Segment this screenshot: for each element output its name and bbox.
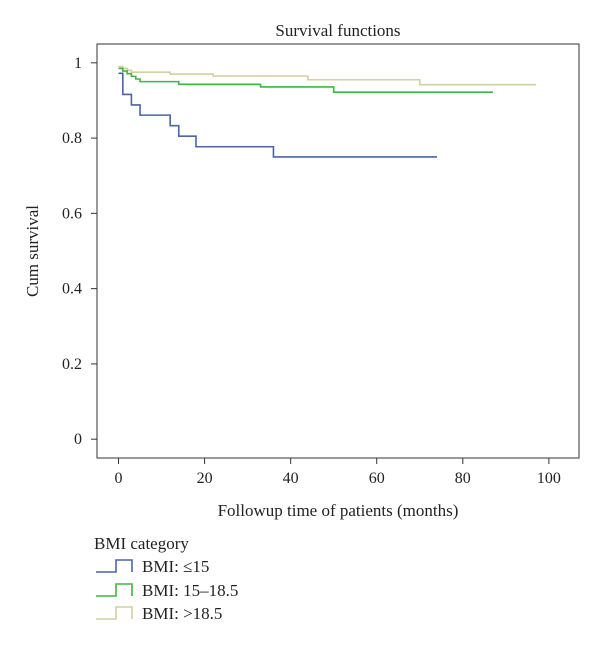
plot-frame — [96, 43, 580, 459]
x-tick-label-40: 40 — [283, 470, 299, 487]
x-tick-label-0: 0 — [115, 470, 123, 487]
x-tick-label-20: 20 — [197, 470, 213, 487]
legend-label-1: BMI: 15–18.5 — [142, 581, 238, 600]
y-tick-label-0.8: 0.8 — [62, 130, 82, 147]
legend-swatch-1 — [96, 583, 133, 597]
y-tick-label-0.6: 0.6 — [62, 205, 82, 222]
y-tick-label-0.2: 0.2 — [62, 356, 82, 373]
legend-title: BMI category — [94, 534, 189, 553]
x-tick-label-60: 60 — [369, 470, 385, 487]
series-line-0 — [118, 72, 437, 158]
x-axis-label: Followup time of patients (months) — [218, 501, 459, 520]
x-tick-label-100: 100 — [537, 470, 561, 487]
series-line-1 — [118, 67, 493, 93]
y-tick-label-1: 1 — [74, 55, 82, 72]
chart-title: Survival functions — [275, 21, 400, 40]
legend-label-0: BMI: ≤15 — [142, 557, 209, 576]
legend-label-2: BMI: >18.5 — [142, 604, 222, 623]
y-axis-label: Cum survival — [23, 205, 42, 297]
x-tick-label-80: 80 — [455, 470, 471, 487]
y-tick-label-0: 0 — [74, 431, 82, 448]
y-tick-label-0.4: 0.4 — [62, 281, 82, 298]
legend-swatch-2 — [96, 606, 133, 620]
legend-swatch-0 — [96, 559, 133, 573]
series-line-2 — [118, 65, 536, 86]
